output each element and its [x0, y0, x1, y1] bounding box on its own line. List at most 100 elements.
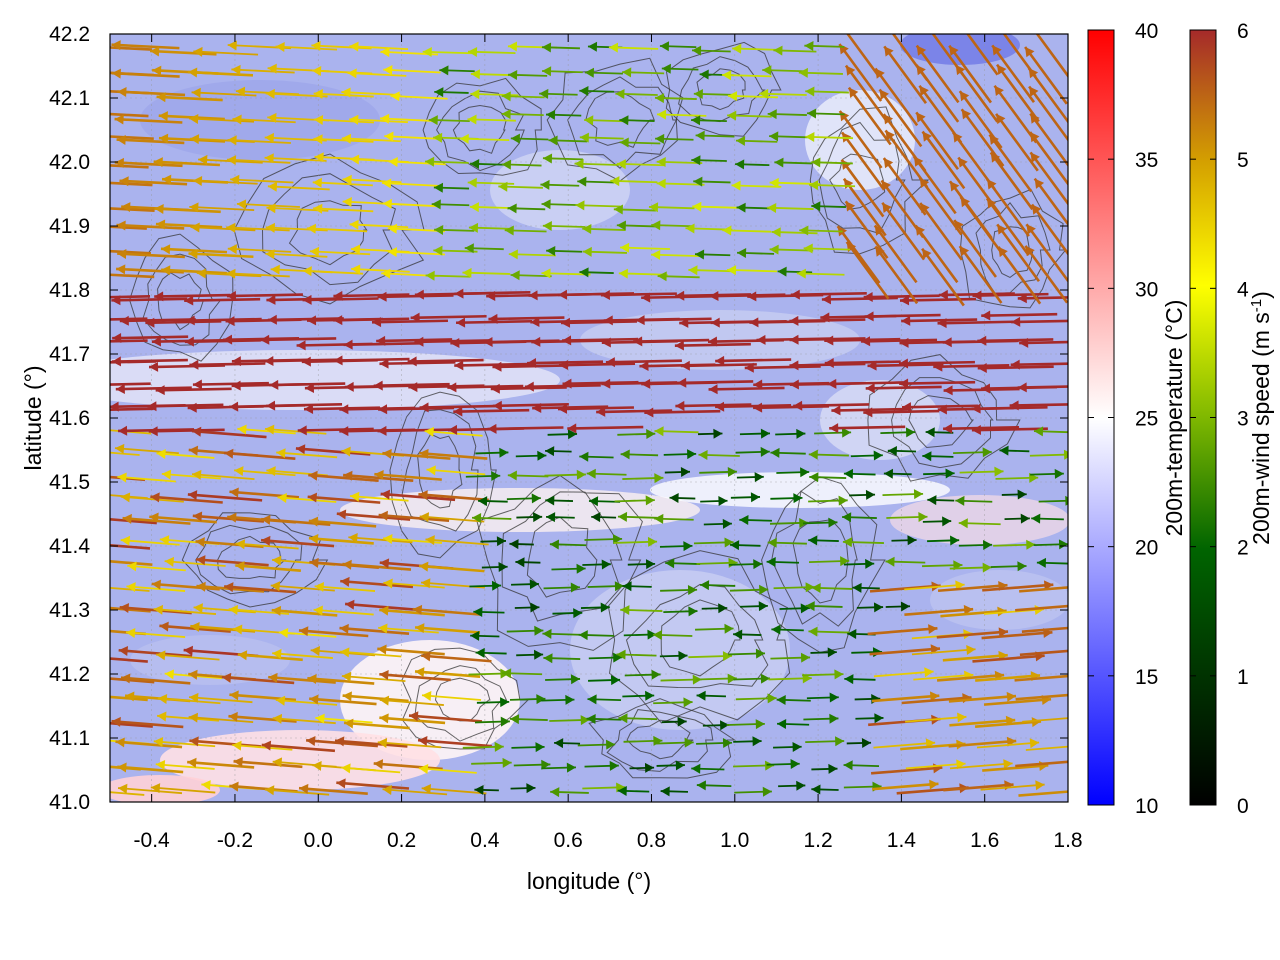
wind-vector-107 [189, 692, 253, 704]
wind-vector-463 [863, 407, 940, 418]
wind-vector-143 [588, 675, 621, 686]
wind-vector-379 [664, 467, 691, 478]
wind-vector-504 [454, 360, 531, 371]
wind-colorbar-tick-label-4: 4 [1237, 278, 1249, 301]
wind-vector-25 [1018, 790, 1068, 797]
wind-vector-576 [226, 290, 303, 301]
y-tick-label-2: 41.2 [49, 663, 90, 686]
wind-vector-765 [510, 133, 549, 144]
temperature-patch-6 [890, 495, 1068, 545]
wind-vector-181 [1019, 649, 1068, 657]
wind-vector-710 [381, 178, 440, 189]
wind-vector-301 [659, 541, 693, 552]
wind-vector-175 [810, 647, 837, 658]
wind-vector-727 [1029, 151, 1068, 206]
wind-vector-139 [414, 667, 481, 678]
terrain-contour-7 [567, 76, 678, 169]
wind-vector-719 [731, 180, 782, 191]
wind-vector-241 [340, 576, 414, 589]
wind-vector-836 [231, 64, 295, 75]
wind-vector-299 [584, 534, 623, 545]
wind-vector-104 [110, 695, 148, 702]
wind-vector-654 [226, 222, 290, 233]
wind-vector-427 [487, 423, 564, 434]
wind-vector-431 [654, 426, 699, 437]
wind-vector-630 [309, 246, 371, 257]
wind-vector-702 [110, 181, 153, 187]
wind-vector-545 [1019, 337, 1068, 348]
wind-vector-17 [734, 786, 772, 797]
wind-vector-875 [732, 43, 781, 54]
wind-vector-572 [110, 295, 151, 299]
y-tick-label-3: 41.3 [49, 599, 90, 622]
wind-vector-870 [541, 42, 580, 53]
wind-vector-755 [116, 134, 185, 145]
wind-vector-398 [382, 448, 451, 460]
wind-vector-692 [692, 201, 743, 212]
wind-vector-801 [878, 88, 923, 148]
wind-colorbar-tick-label-6: 6 [1237, 20, 1249, 43]
wind-vector-833 [111, 68, 180, 79]
wind-vector-221 [580, 602, 610, 613]
wind-vector-326 [617, 511, 658, 522]
wind-vector-304 [767, 537, 807, 548]
wind-vector-310 [993, 539, 1036, 550]
wind-vector-807 [117, 87, 186, 98]
temperature-patch-5 [110, 775, 220, 802]
wind-vector-252 [773, 582, 815, 593]
wind-vector-570 [981, 310, 1058, 321]
wind-vector-619 [874, 245, 919, 305]
wind-vector-433 [739, 428, 771, 439]
wind-vector-822 [693, 88, 735, 99]
wind-vector-284 [990, 561, 1027, 572]
wind-vector-188 [298, 626, 369, 638]
wind-vector-98 [855, 713, 884, 724]
wind-vector-130 [110, 677, 155, 684]
wind-vector-679 [189, 202, 255, 213]
wind-vector-687 [507, 203, 546, 214]
wind-vector-659 [434, 224, 475, 235]
wind-vector-846 [622, 67, 665, 78]
wind-vector-289 [195, 537, 264, 549]
wind-vector-377 [586, 468, 627, 479]
wind-vector-334 [922, 516, 952, 527]
wind-vector-394 [223, 448, 296, 460]
wind-vector-680 [236, 199, 300, 210]
wind-vector-633 [433, 245, 478, 256]
terrain-contour-22 [625, 583, 769, 689]
wind-colorbar-tick-label-1: 1 [1237, 666, 1249, 689]
wind-vector-733 [264, 153, 327, 164]
x-tick-label-5: 0.6 [554, 829, 583, 852]
x-tick-label-11: 1.8 [1053, 829, 1082, 852]
wind-vector-371 [343, 470, 414, 482]
wind-vector-123 [806, 692, 839, 703]
wind-vector-69 [733, 736, 762, 747]
wind-vector-840 [383, 65, 441, 76]
temperature-colorbar-ticks: 10 15 20 25 30 35 40 [1088, 20, 1158, 818]
wind-vector-467 [1009, 400, 1068, 411]
wind-vector-116 [541, 694, 575, 705]
wind-vector-634 [464, 243, 504, 254]
wind-vector-421 [264, 424, 327, 435]
wind-vector-141 [501, 668, 543, 679]
wind-vector-115 [509, 694, 546, 705]
wind-vector-705 [192, 175, 258, 186]
wind-vector-389 [1030, 468, 1064, 479]
wind-vector-240 [314, 581, 376, 592]
wind-vector-1 [117, 783, 183, 795]
wind-vector-38 [541, 762, 576, 773]
wind-vector-447 [266, 400, 343, 411]
wind-vector-428 [547, 429, 578, 440]
wind-vector-469 [115, 384, 192, 395]
wind-vector-85 [343, 718, 410, 730]
wind-vector-795 [656, 109, 707, 120]
wind-vector-97 [803, 713, 839, 724]
wind-vector-484 [677, 377, 754, 388]
wind-vector-662 [542, 221, 586, 231]
wind-vector-76 [976, 738, 1040, 749]
wind-vector-767 [579, 132, 624, 143]
wind-vector-156 [110, 657, 148, 663]
wind-vector-715 [577, 176, 615, 187]
wind-vector-39 [584, 760, 619, 771]
wind-vector-791 [501, 109, 544, 120]
